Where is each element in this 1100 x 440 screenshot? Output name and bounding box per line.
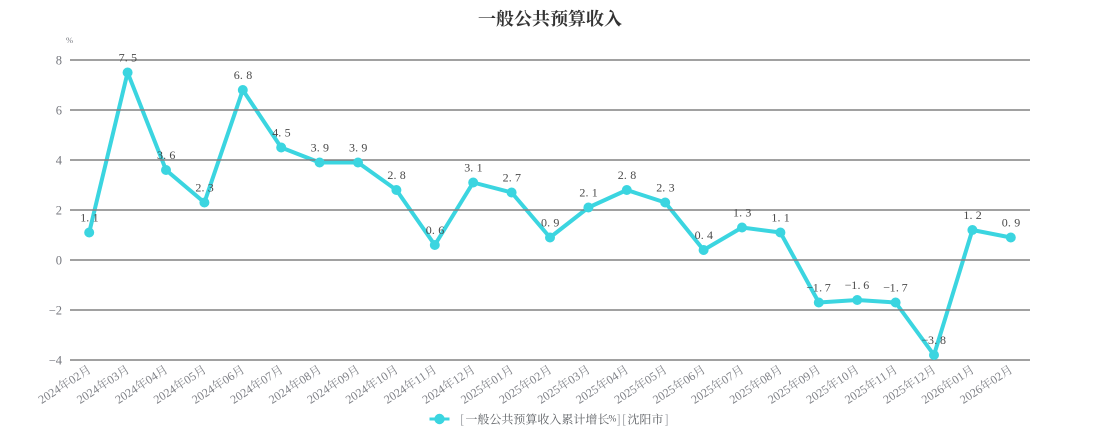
svg-text:−3.8: −3.8 bbox=[922, 333, 946, 347]
svg-text:−1.7: −1.7 bbox=[883, 281, 907, 295]
svg-text:2: 2 bbox=[56, 204, 62, 218]
svg-text:8: 8 bbox=[56, 54, 62, 68]
svg-text:−1.6: −1.6 bbox=[845, 278, 869, 292]
svg-text:0: 0 bbox=[56, 254, 62, 268]
svg-text:%: % bbox=[66, 35, 73, 45]
svg-text:4: 4 bbox=[56, 154, 63, 168]
svg-text:−2: −2 bbox=[49, 304, 62, 318]
svg-text:%: % bbox=[608, 415, 616, 425]
svg-text:6: 6 bbox=[56, 104, 62, 118]
svg-text:−4: −4 bbox=[49, 354, 63, 368]
svg-text:−1.7: −1.7 bbox=[806, 281, 830, 295]
